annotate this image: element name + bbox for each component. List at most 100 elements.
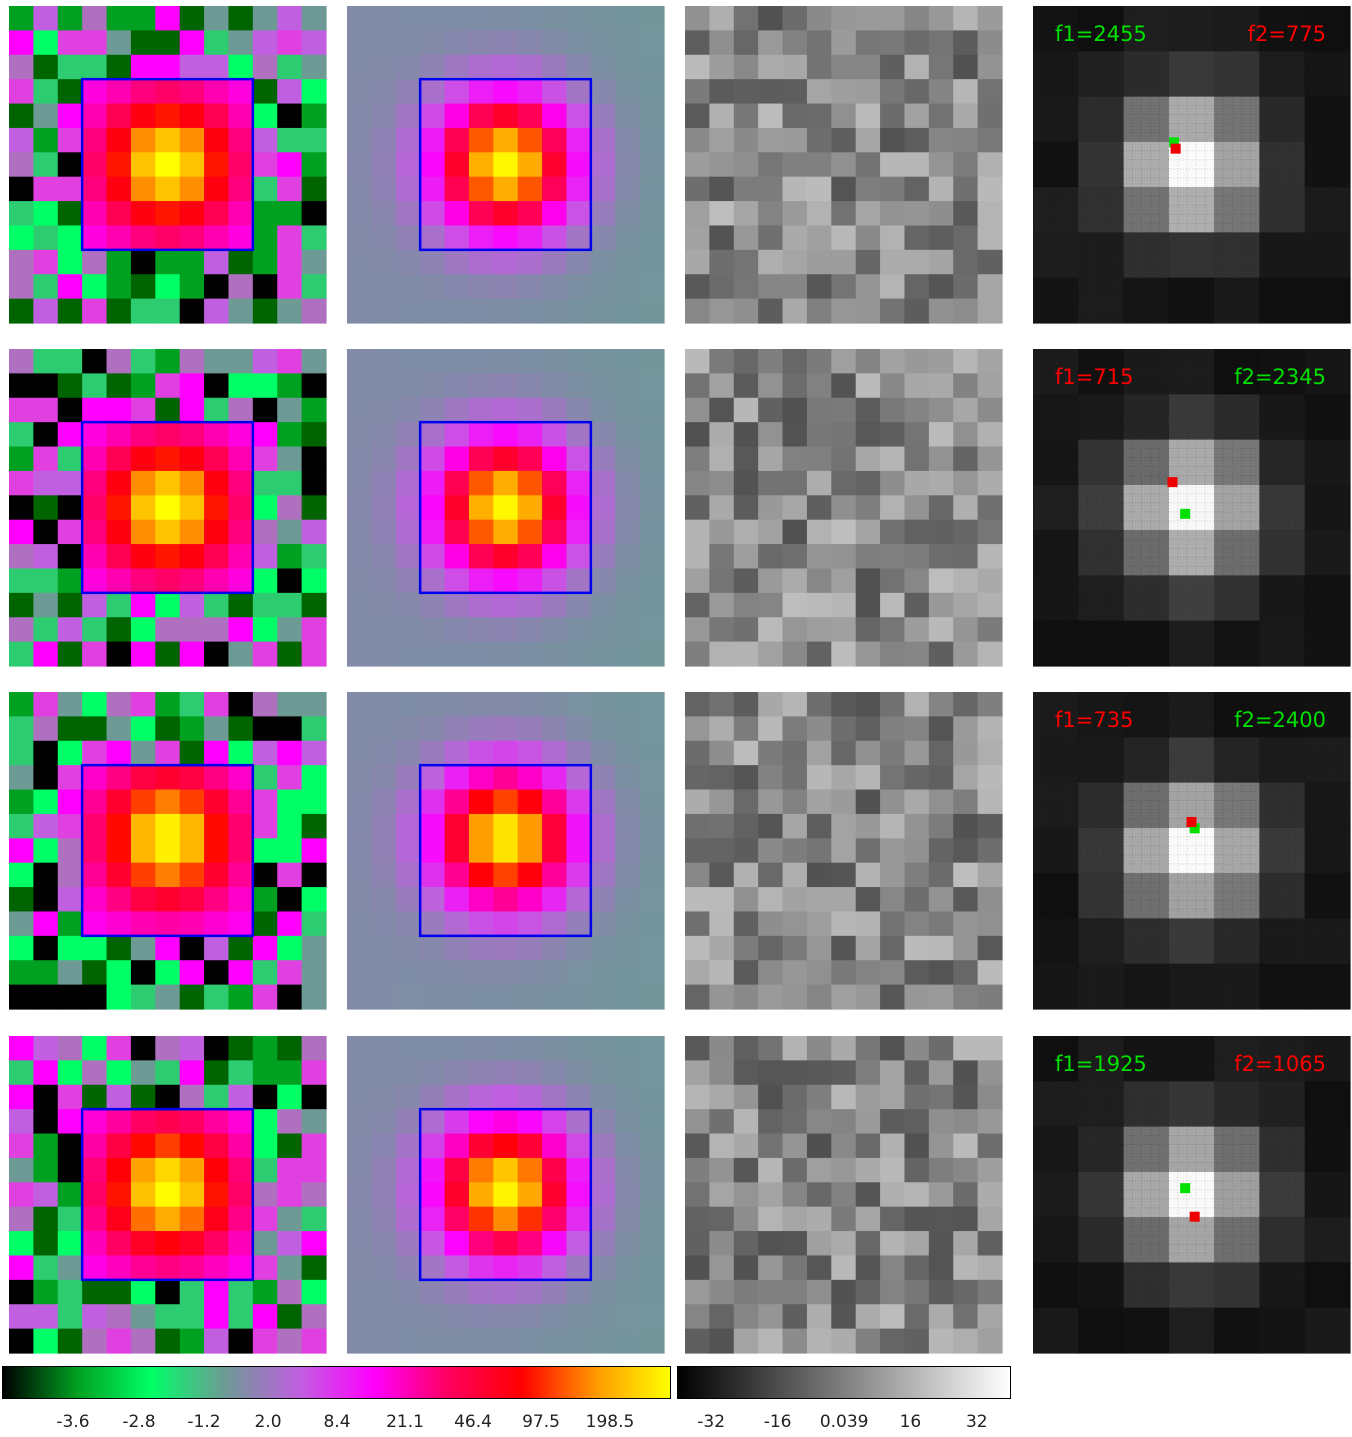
data-pixel [106, 1084, 132, 1110]
model-pixel [542, 544, 568, 570]
data-pixel [228, 470, 254, 496]
data-pixel [33, 838, 59, 864]
source-map-pixel [1033, 782, 1079, 829]
data-pixel [106, 349, 132, 374]
model-pixel [444, 79, 470, 105]
source-map-pixel [1078, 394, 1125, 441]
data-pixel [179, 911, 205, 937]
residual-pixel [831, 568, 857, 594]
residual-pixel [831, 152, 857, 178]
model-pixel [590, 422, 616, 448]
data-pixel [106, 519, 132, 545]
model-pixel [371, 1084, 397, 1110]
source-map-pixel [1123, 1307, 1170, 1354]
model-pixel [566, 30, 592, 56]
model-pixel [493, 1328, 519, 1354]
data-pixel [130, 911, 156, 937]
residual-pixel [928, 1206, 954, 1232]
data-pixel [82, 1084, 108, 1110]
source-map-pixel [1078, 277, 1125, 324]
data-pixel [82, 862, 108, 888]
model-pixel [420, 692, 446, 717]
data-pixel [252, 519, 278, 545]
residual-pixel [733, 641, 759, 667]
residual-pixel [904, 1231, 930, 1257]
residual-pixel [782, 274, 808, 300]
model-pixel [590, 373, 616, 399]
model-pixel [420, 152, 446, 178]
data-pixel [204, 1109, 230, 1135]
residual-pixel [758, 740, 784, 766]
residual-pixel [733, 30, 759, 56]
data-pixel [106, 103, 132, 129]
data-pixel [252, 6, 278, 31]
data-pixel [130, 127, 156, 153]
data-pixel [33, 422, 59, 448]
residual-pixel [928, 519, 954, 545]
data-pixel [130, 1328, 156, 1354]
model-pixel [444, 862, 470, 888]
model-pixel [542, 1231, 568, 1257]
data-pixel [33, 592, 59, 618]
model-pixel [468, 960, 494, 986]
residual-pixel [880, 1231, 906, 1257]
model-pixel [493, 1255, 519, 1281]
residual-pixel [782, 1084, 808, 1110]
model-pixel [493, 470, 519, 496]
data-pixel [277, 6, 303, 31]
residual-pixel [977, 1231, 1003, 1257]
data-pixel [155, 617, 181, 643]
data-pixel [204, 373, 230, 399]
residual-pixel [733, 935, 759, 961]
model-pixel [395, 984, 421, 1010]
residual-pixel [880, 862, 906, 888]
residual-pixel [709, 641, 735, 667]
data-pixel [301, 54, 327, 80]
model-pixel [615, 298, 641, 324]
residual-pixel [685, 30, 710, 56]
data-pixel [228, 592, 254, 618]
residual-pixel [709, 103, 735, 129]
source-map-pixel [1078, 1217, 1125, 1264]
model-pixel [468, 495, 494, 521]
model-pixel [493, 1060, 519, 1086]
model-pixel [542, 54, 568, 80]
data-pixel [130, 1133, 156, 1159]
residual-pixel [806, 349, 832, 374]
residual-pixel [953, 692, 979, 717]
model-pixel [420, 201, 446, 227]
data-pixel [106, 1182, 132, 1208]
data-pixel [179, 422, 205, 448]
residual-pixel [977, 716, 1003, 742]
data-pixel [179, 789, 205, 815]
data-pixel [106, 692, 132, 717]
data-pixel [301, 201, 327, 227]
residual-pixel [831, 274, 857, 300]
model-pixel [639, 495, 665, 521]
data-pixel [179, 692, 205, 717]
data-pixel [179, 617, 205, 643]
residual-pixel [977, 838, 1003, 864]
data-pixel [82, 519, 108, 545]
data-pixel [33, 568, 59, 594]
model-pixel [639, 1255, 665, 1281]
data-pixel [204, 274, 230, 300]
residual-pixel [831, 1304, 857, 1330]
source-map-pixel [1214, 1036, 1261, 1082]
data-pixel [82, 789, 108, 815]
model-pixel [371, 1182, 397, 1208]
model-pixel [517, 1133, 543, 1159]
data-pixel [301, 373, 327, 399]
data-pixel [252, 249, 278, 275]
residual-pixel [928, 1255, 954, 1281]
residual-pixel [685, 692, 710, 717]
source-map-pixel [1078, 873, 1125, 920]
data-pixel [106, 813, 132, 839]
data-pixel [179, 349, 205, 374]
residual-pixel [904, 862, 930, 888]
data-pixel [301, 495, 327, 521]
data-pixel [106, 1231, 132, 1257]
model-pixel [395, 1255, 421, 1281]
residual-pixel [977, 470, 1003, 496]
data-pixel [9, 716, 34, 742]
